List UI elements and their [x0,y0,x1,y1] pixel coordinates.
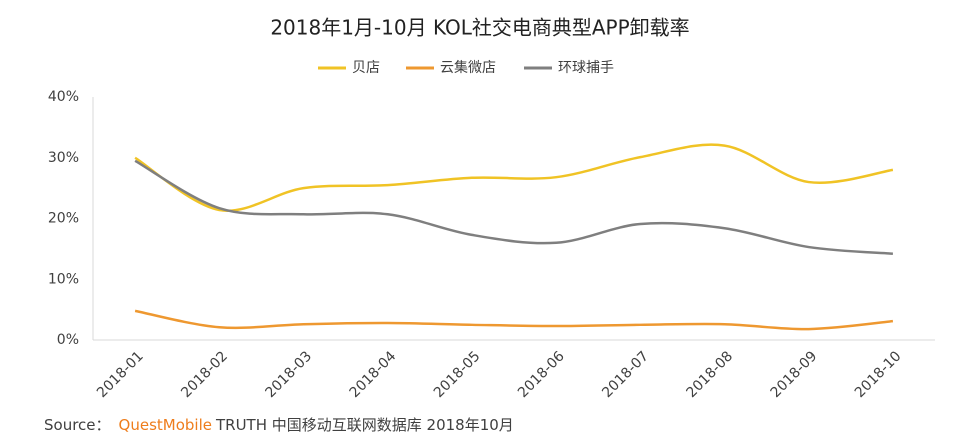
y-tick-label: 20% [48,211,79,227]
source: Source： QuestMobile TRUTH 中国移动互联网数据库 2018年… [44,416,514,434]
legend-label: 云集微店 [440,59,496,76]
legend-label: 贝店 [352,60,380,76]
line-series [134,159,893,255]
chart-title: 2018年1月-10月 KOL社交电商典型APP卸载率 [270,16,689,40]
y-tick-label: 10% [48,271,79,287]
line-series [134,143,894,212]
y-tick-label: 0% [57,332,79,348]
y-tick-label: 30% [48,150,79,166]
source-brand: QuestMobile [119,416,212,434]
legend-label: 环球捕手 [558,60,614,76]
source-prefix: Source： [44,416,111,434]
source-text: TRUTH 中国移动互联网数据库 2018年10月 [215,416,514,434]
line-series [134,309,894,331]
y-tick-label: 40% [48,89,79,105]
